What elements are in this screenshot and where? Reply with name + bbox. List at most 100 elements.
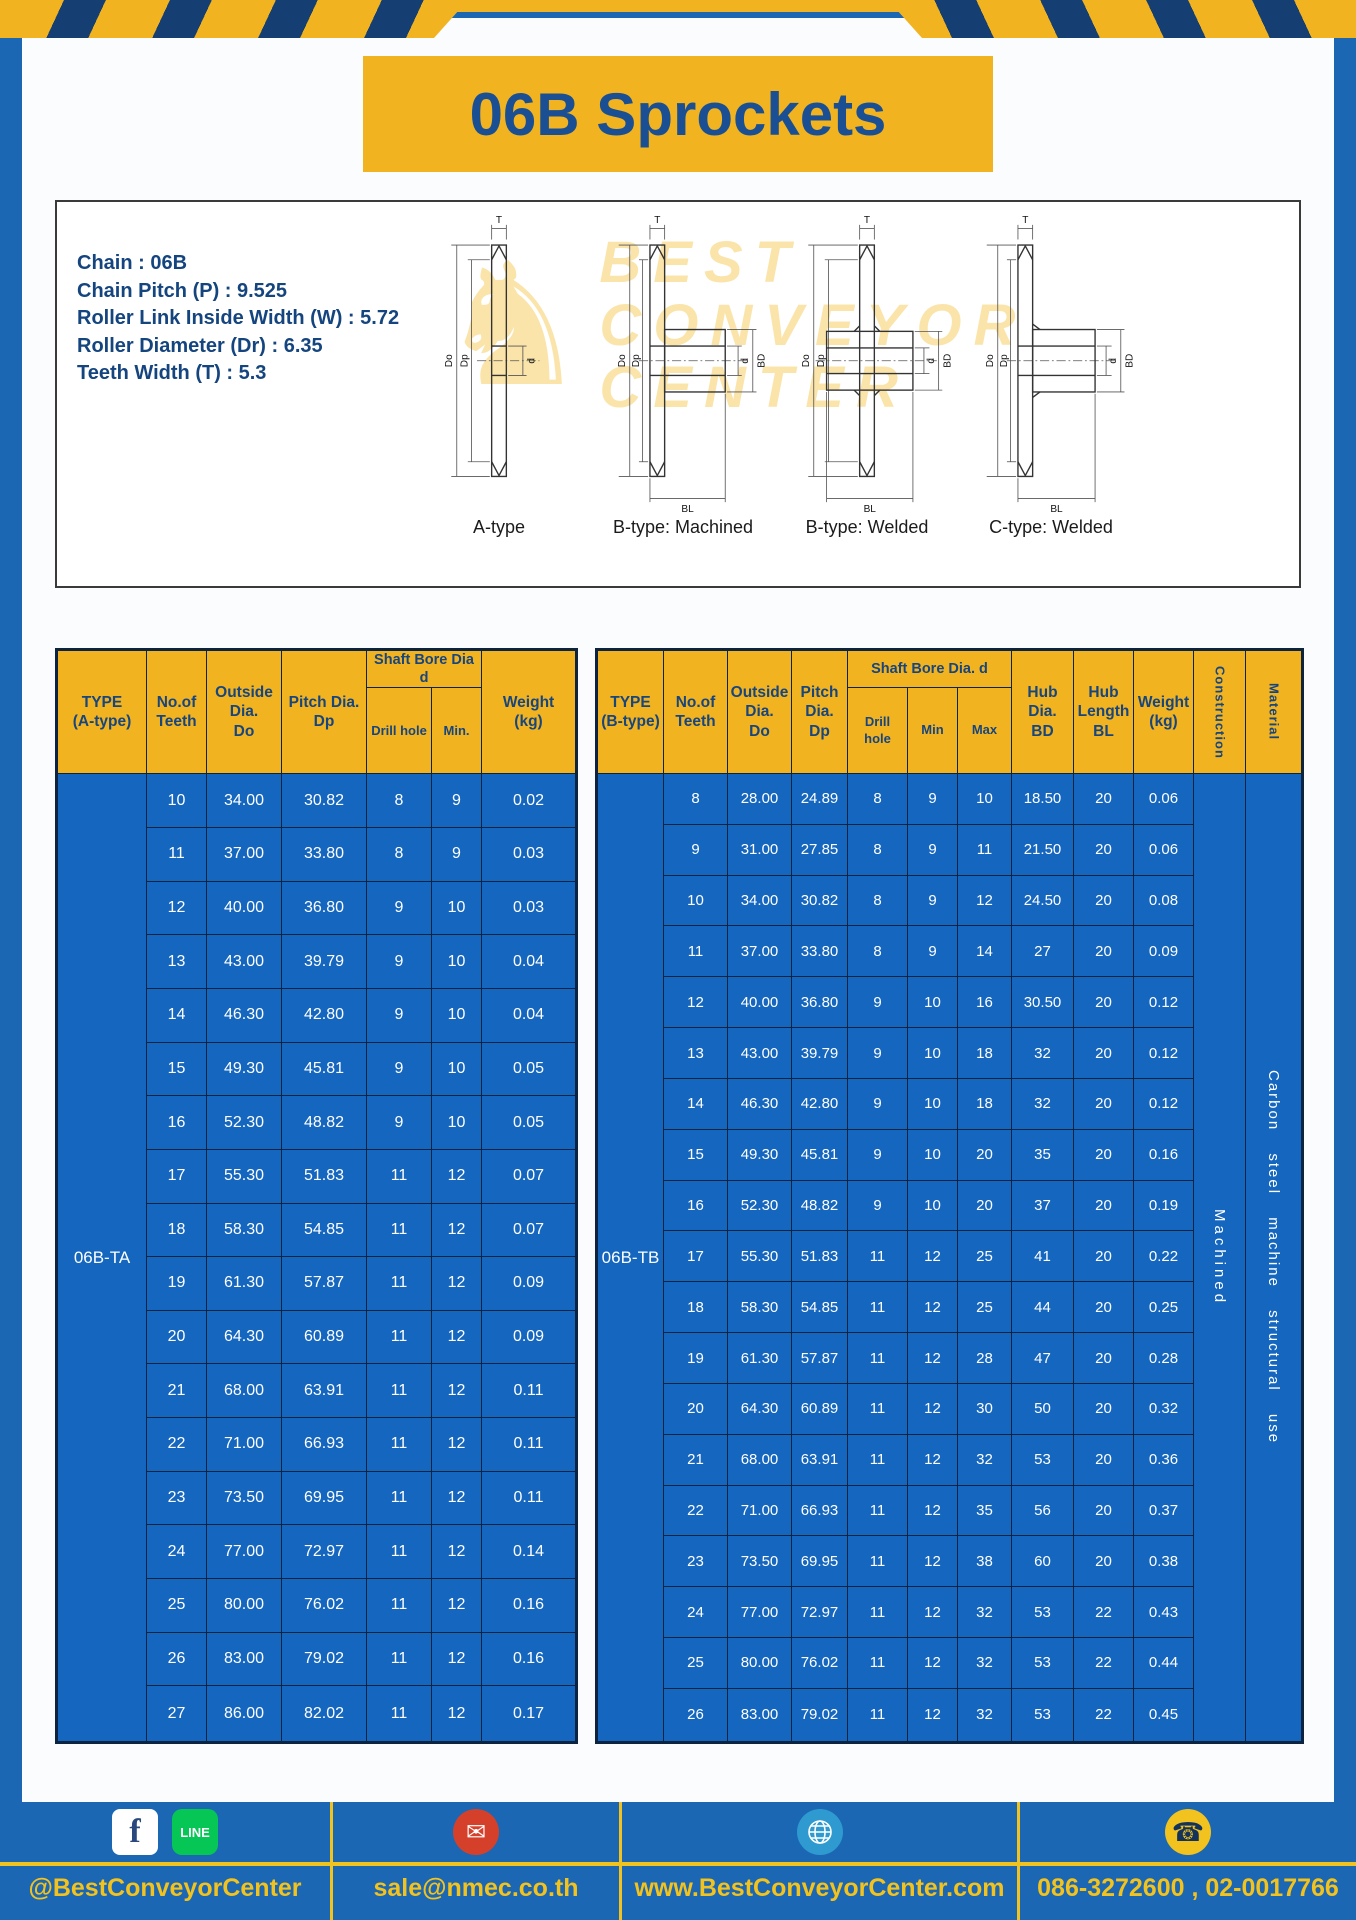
svg-text:Dp: Dp <box>460 354 471 367</box>
svg-text:Dp: Dp <box>999 354 1010 367</box>
table-cell: 11 <box>366 1631 432 1687</box>
table-cell: 11 <box>146 826 207 882</box>
table-row: 19 61.30 57.87 11 12 28 47 20 0.28 <box>597 1332 1303 1384</box>
table-cell: 12 <box>907 1637 958 1689</box>
table-cell: 9 <box>366 1041 432 1097</box>
table-cell: 25 <box>957 1230 1012 1283</box>
table-cell: 20 <box>1073 823 1134 876</box>
th-teeth: No.of Teeth <box>146 648 207 775</box>
table-cell: 34.00 <box>727 874 792 927</box>
th-outside-dia: Outside Dia. Do <box>206 648 282 775</box>
table-cell: 0.04 <box>481 987 578 1043</box>
table-cell: 35 <box>957 1484 1012 1537</box>
table-cell: 11 <box>366 1202 432 1258</box>
table-cell: 47 <box>1011 1332 1074 1384</box>
table-cell: 11 <box>366 1685 432 1743</box>
table-cell: 9 <box>907 925 958 978</box>
table-row: 06B-TA 10 34.00 30.82 8 9 0.02 <box>56 773 578 1743</box>
table-cell: 40.00 <box>206 880 282 936</box>
table-cell: 24.89 <box>791 773 848 825</box>
footer-phone-section: ☎ 086-3272600 , 02-0017766 <box>1020 1802 1356 1920</box>
table-cell: 9 <box>366 987 432 1043</box>
table-cell: 20 <box>957 1179 1012 1232</box>
table-cell: 12 <box>430 1470 483 1526</box>
phone-icon[interactable]: ☎ <box>1165 1809 1211 1855</box>
email-address[interactable]: sale@nmec.co.th <box>373 1874 579 1902</box>
table-cell: 13 <box>146 934 207 989</box>
table-cell: 10 <box>907 1077 958 1130</box>
table-cell: 0.16 <box>481 1631 578 1687</box>
facebook-icon[interactable]: f <box>112 1809 158 1855</box>
svg-text:BD: BD <box>942 354 953 368</box>
table-cell: 10 <box>907 1027 958 1079</box>
table-row: 21 68.00 63.91 11 12 32 53 20 0.36 <box>597 1433 1303 1486</box>
table-cell: 11 <box>847 1637 908 1689</box>
hazard-stripe-left <box>0 0 468 38</box>
table-cell: 24 <box>146 1524 207 1580</box>
table-cell: 42.80 <box>281 987 367 1043</box>
sprocket-section-b-welded-icon: T Do Dp d BD BL <box>801 215 953 515</box>
table-cell: 20 <box>1073 1433 1134 1486</box>
table-cell: 11 <box>957 823 1012 876</box>
table-a-type: TYPE (A-type) No.of Teeth Outside Dia. D… <box>55 648 579 1744</box>
svg-text:d: d <box>926 358 937 364</box>
spec-line: Roller Link Inside Width (W) : 5.72 <box>77 307 400 330</box>
table-cell: 10 <box>663 874 728 927</box>
type-cell: 06B-TB <box>596 773 664 1743</box>
line-app-icon[interactable]: LINE <box>172 1809 218 1855</box>
svg-text:BL: BL <box>1050 504 1063 515</box>
table-cell: 8 <box>366 773 432 828</box>
table-cell: 71.00 <box>206 1417 282 1472</box>
table-cell: 27 <box>146 1685 207 1743</box>
drawing-b-type-machined: T Do Dp d BD BL B-type: Machined <box>591 212 775 582</box>
table-cell: 9 <box>907 823 958 876</box>
table-cell: 68.00 <box>206 1363 282 1419</box>
table-cell: 69.95 <box>791 1535 848 1588</box>
sprocket-section-b-machined-icon: T Do Dp d BD BL <box>617 215 768 515</box>
table-cell: 63.91 <box>791 1433 848 1486</box>
th-min: Min <box>907 687 958 774</box>
mail-icon[interactable]: ✉ <box>453 1809 499 1855</box>
table-cell: 22 <box>1073 1637 1134 1689</box>
table-cell: 38 <box>957 1535 1012 1588</box>
table-row: 27 86.00 82.02 11 12 0.17 <box>57 1685 578 1743</box>
globe-icon[interactable] <box>796 1809 843 1855</box>
th-shaft-bore-group: Shaft Bore Dia d <box>365 648 483 689</box>
table-cell: 0.25 <box>1133 1281 1194 1334</box>
table-cell: 9 <box>907 874 958 927</box>
facebook-handle[interactable]: @BestConveyorCenter <box>28 1874 302 1902</box>
table-cell: 0.16 <box>481 1578 578 1633</box>
table-cell: 76.02 <box>791 1637 848 1689</box>
table-cell: 58.30 <box>727 1281 792 1334</box>
table-cell: 14 <box>146 987 207 1043</box>
table-cell: 10 <box>957 773 1012 825</box>
table-cell: 48.82 <box>281 1095 367 1150</box>
technical-drawings: T Do Dp d A-type <box>407 212 1136 582</box>
th-min: Min. <box>430 687 483 775</box>
svg-text:d: d <box>1108 358 1119 364</box>
table-cell: 10 <box>146 773 207 828</box>
table-row: 26 83.00 79.02 11 12 0.16 <box>57 1631 578 1687</box>
phone-numbers[interactable]: 086-3272600 , 02-0017766 <box>1037 1874 1339 1902</box>
table-cell: 46.30 <box>727 1077 792 1130</box>
table-cell: 30 <box>957 1382 1012 1435</box>
table-cell: 0.03 <box>481 880 578 936</box>
table-cell: 0.22 <box>1133 1230 1194 1283</box>
table-cell: 11 <box>366 1470 432 1526</box>
svg-text:Do: Do <box>801 354 812 367</box>
table-row: 24 77.00 72.97 11 12 0.14 <box>57 1524 578 1580</box>
type-cell: 06B-TA <box>56 773 147 1743</box>
svg-text:Do: Do <box>617 354 628 367</box>
table-cell: 31.00 <box>727 823 792 876</box>
table-cell: 9 <box>847 1077 908 1130</box>
table-row: 25 80.00 76.02 11 12 0.16 <box>57 1578 578 1633</box>
table-cell: 12 <box>430 1685 483 1743</box>
website-url[interactable]: www.BestConveyorCenter.com <box>634 1874 1005 1902</box>
hazard-stripe-right <box>888 0 1356 38</box>
table-cell: 48.82 <box>791 1179 848 1232</box>
drawing-label: B-type: Machined <box>612 517 754 537</box>
table-cell: 53 <box>1011 1586 1074 1639</box>
svg-text:d: d <box>527 358 538 364</box>
table-cell: 37.00 <box>206 826 282 882</box>
table-cell: 11 <box>847 1382 908 1435</box>
